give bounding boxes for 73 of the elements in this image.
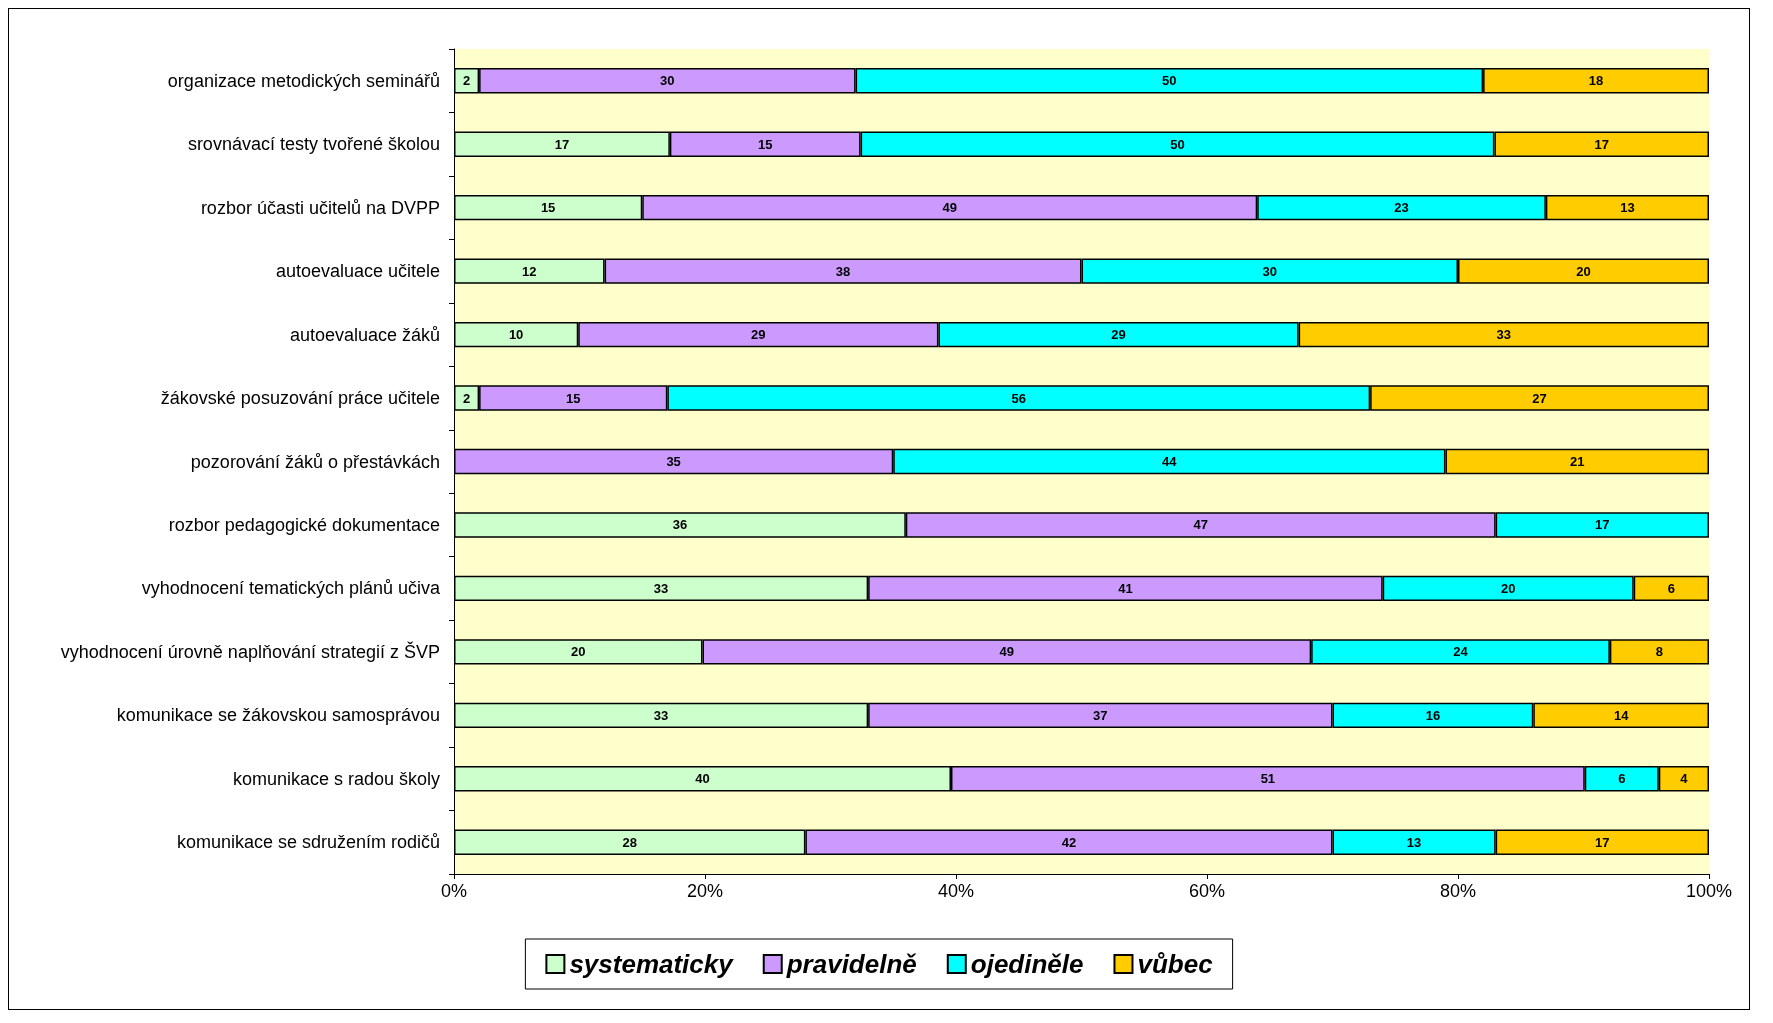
data-label: 13 — [1406, 834, 1422, 850]
y-tick-label: organizace metodických seminářů — [167, 70, 440, 91]
data-label: 37 — [1093, 707, 1108, 723]
x-tick-label: 80% — [1439, 881, 1477, 901]
data-label: 38 — [835, 263, 851, 279]
data-label: 14 — [1613, 707, 1630, 723]
data-label: 17 — [554, 136, 570, 152]
x-tick-label: 20% — [686, 881, 724, 901]
data-label: 49 — [999, 644, 1015, 660]
data-label: 24 — [1453, 644, 1469, 660]
data-label: 33 — [1496, 327, 1512, 343]
data-label: 41 — [1118, 580, 1133, 596]
data-label: 30 — [1262, 263, 1277, 279]
data-label: 29 — [1111, 327, 1126, 343]
data-label: 2 — [462, 73, 471, 89]
data-label: 15 — [758, 136, 773, 152]
y-tick-label: autoevaluace učitele — [275, 261, 440, 282]
data-label: 20 — [1576, 263, 1591, 279]
y-tick-label: vyhodnocení tematických plánů učiva — [141, 578, 441, 599]
data-label: 27 — [1532, 390, 1547, 406]
data-label: 20 — [571, 644, 586, 660]
data-label: 6 — [1618, 771, 1626, 787]
data-label: 15 — [565, 390, 581, 406]
data-label: 8 — [1655, 644, 1664, 660]
legend-label: vůbec — [1137, 949, 1214, 979]
data-label: 36 — [672, 517, 688, 533]
data-label: 28 — [622, 834, 637, 850]
data-label: 49 — [942, 200, 957, 216]
data-label: 17 — [1595, 517, 1610, 533]
y-tick-label: komunikace se sdružením rodičů — [176, 832, 440, 853]
data-label: 29 — [751, 327, 766, 343]
x-tick-label: 0% — [440, 881, 468, 901]
y-tick-label: autoevaluace žáků — [289, 324, 440, 345]
data-label: 47 — [1193, 517, 1208, 533]
y-tick-label: rozbor pedagogické dokumentace — [168, 514, 440, 535]
y-tick-label: komunikace s radou školy — [232, 768, 440, 789]
data-label: 30 — [660, 73, 675, 89]
data-label: 18 — [1588, 73, 1604, 89]
data-label: 35 — [666, 454, 681, 469]
x-tick-label: 60% — [1188, 881, 1226, 901]
data-label: 15 — [540, 200, 556, 216]
y-tick-label: srovnávací testy tvořené školou — [187, 134, 440, 155]
data-label: 4 — [1680, 771, 1689, 787]
data-label: 33 — [653, 580, 669, 596]
legend-label: ojediněle — [970, 949, 1084, 979]
data-label: 51 — [1260, 771, 1276, 787]
data-label: 2 — [462, 390, 471, 406]
data-label: 40 — [695, 771, 710, 787]
data-label: 50 — [1170, 136, 1185, 152]
data-label: 6 — [1667, 580, 1675, 596]
data-label: 21 — [1569, 454, 1585, 469]
y-tick-label: rozbor účasti učitelů na DVPP — [200, 197, 440, 218]
legend-label: pravidelně — [785, 949, 918, 979]
data-label: 50 — [1162, 73, 1177, 89]
data-label: 23 — [1394, 200, 1409, 216]
data-label: 16 — [1425, 707, 1441, 723]
data-label: 12 — [522, 263, 537, 279]
y-tick-label: vyhodnocení úrovně naplňování strategií z ŠVP — [60, 640, 440, 662]
legend-label: systematicky — [569, 949, 735, 979]
data-label: 20 — [1500, 580, 1516, 596]
x-tick-label: 100% — [1685, 881, 1733, 901]
y-tick-label: pozorování žáků o přestávkách — [190, 451, 440, 472]
y-tick-label: žákovské posuzování práce učitele — [160, 388, 440, 409]
data-label: 33 — [653, 707, 669, 723]
x-tick-label: 40% — [937, 881, 975, 901]
data-label: 13 — [1620, 200, 1635, 216]
data-label: 17 — [1595, 834, 1610, 850]
data-label: 44 — [1162, 454, 1178, 469]
y-tick-label: komunikace se žákovskou samosprávou — [116, 705, 440, 726]
data-label: 10 — [508, 327, 524, 343]
data-label: 17 — [1594, 136, 1609, 152]
data-label: 42 — [1061, 834, 1077, 850]
data-label: 56 — [1011, 390, 1026, 406]
